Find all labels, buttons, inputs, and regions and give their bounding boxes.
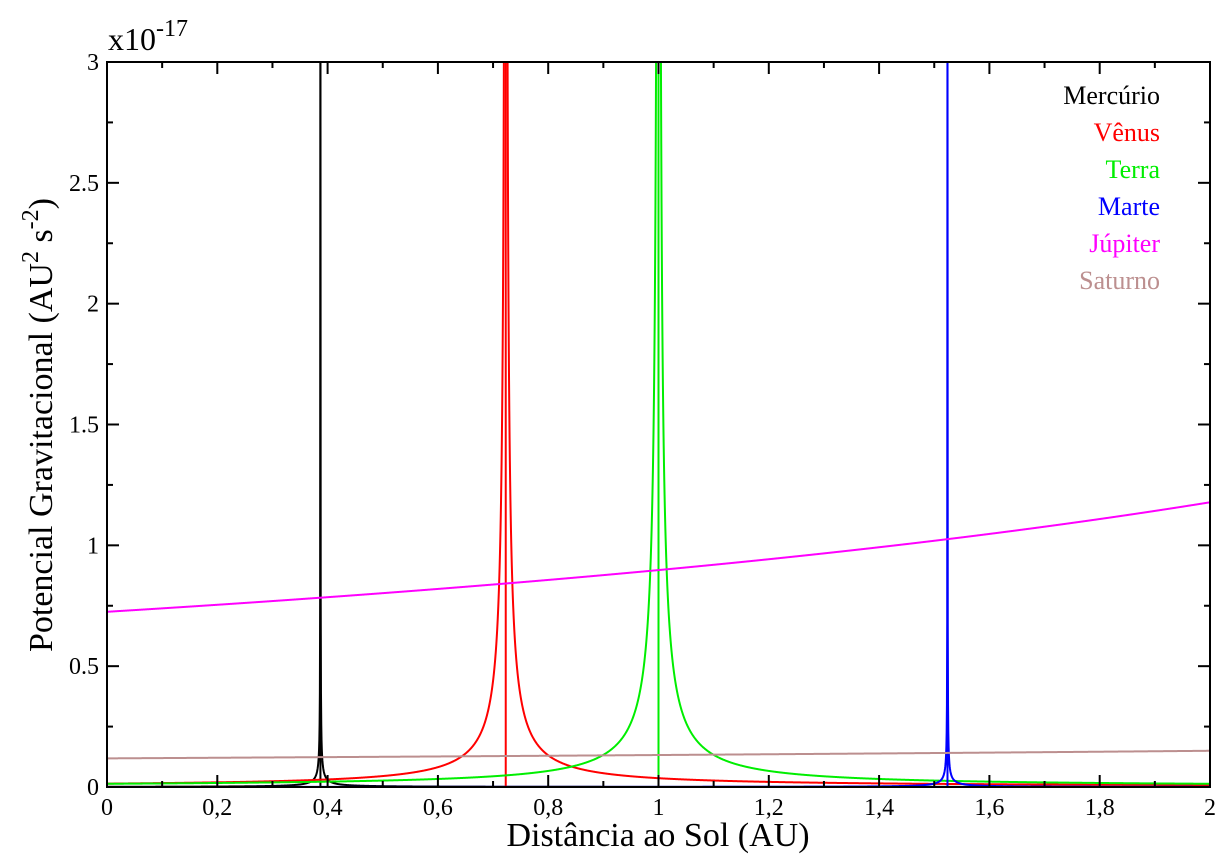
y-tick-label: 2.5	[69, 171, 99, 197]
y-axis-ticks: 0 0.5 1 1.5 2 2.5 3	[69, 50, 1210, 801]
legend-entry: Júpiter	[1089, 229, 1160, 258]
x-tick-label: 0,4	[313, 795, 343, 821]
y-tick-label: 1	[87, 533, 99, 559]
y-tick-label: 3	[87, 50, 99, 76]
legend-entry: Saturno	[1079, 266, 1160, 295]
legend: Mercúrio Vênus Terra Marte Júpiter Saturno	[1063, 81, 1160, 295]
x-tick-label: 0	[101, 795, 113, 821]
x-tick-label: 1	[653, 795, 665, 821]
series-line-Saturno	[107, 749, 1210, 760]
x-tick-label: 0,8	[533, 795, 563, 821]
y-tick-label: 2	[87, 292, 99, 318]
x-axis-label: Distância ao Sol (AU)	[506, 817, 809, 854]
y-tick-label: 0.5	[69, 654, 99, 680]
x-tick-label: 0,6	[423, 795, 453, 821]
y-tick-label: 1.5	[69, 413, 99, 439]
y-tick-label: 0	[87, 775, 99, 801]
x-axis-ticks: 0 0,2 0,4 0,6 0,8 1 1,2 1,4 1,6 1,8 2	[101, 62, 1216, 821]
legend-entry: Vênus	[1094, 118, 1160, 147]
series-line-Júpiter	[107, 501, 1210, 613]
x-tick-label: 2	[1204, 795, 1216, 821]
y-multiplier: x10-17	[108, 16, 188, 57]
x-tick-label: 1,2	[754, 795, 784, 821]
legend-entry: Mercúrio	[1063, 81, 1160, 110]
series-line-Terra	[107, 62, 1210, 785]
legend-entry: Marte	[1098, 192, 1160, 221]
y-axis-label: Potencial Gravitacional (AU2 s-2)	[18, 198, 60, 652]
legend-entry: Terra	[1106, 155, 1161, 184]
x-tick-label: 1,6	[974, 795, 1004, 821]
x-tick-label: 1,4	[864, 795, 894, 821]
x-tick-label: 1,8	[1085, 795, 1115, 821]
x-tick-label: 0,2	[202, 795, 232, 821]
